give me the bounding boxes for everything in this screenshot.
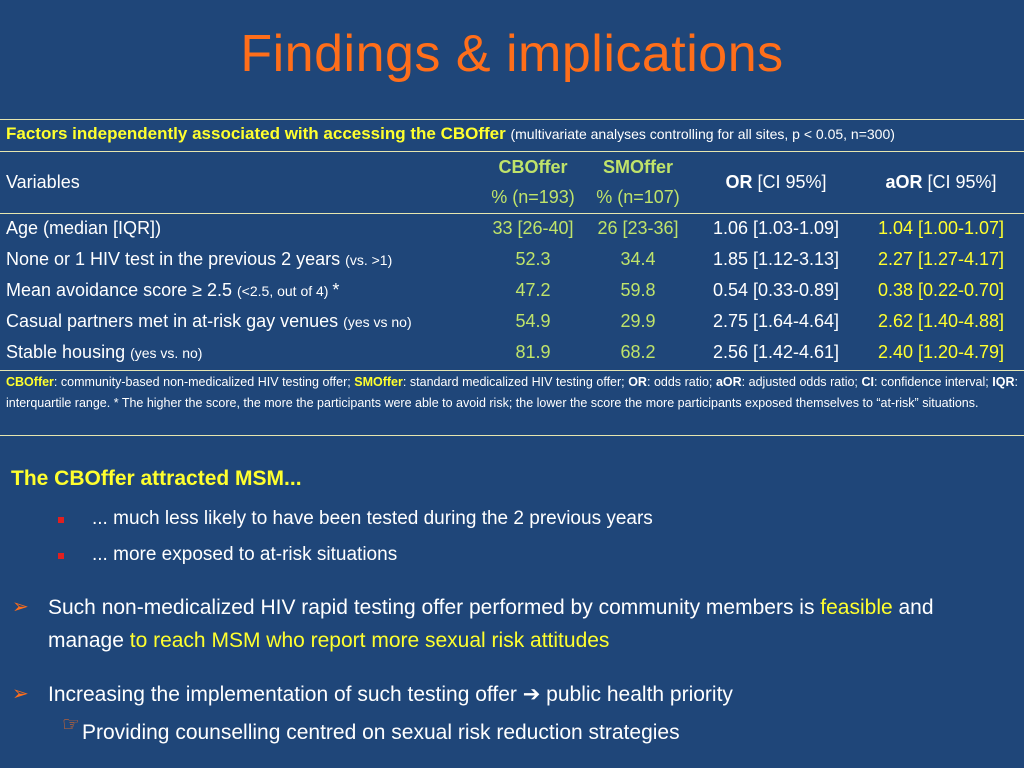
table-row: Age (median [IQR]) 33 [26-40] 26 [23-36]…	[0, 214, 1024, 245]
arrow-bullet: ➢ Such non-medicalized HIV rapid testing…	[12, 591, 1012, 657]
hand-bullet-text: Providing counselling centred on sexual …	[81, 721, 680, 744]
right-arrow-icon: ➔	[522, 683, 541, 706]
bullet-text: Increasing the implementation of such te…	[48, 683, 733, 706]
row-aor: 2.40 [1.20-4.79]	[877, 342, 1005, 362]
sub-bullet-text: ... much less likely to have been tested…	[92, 508, 653, 529]
row-smoffer: 26 [23-36]	[597, 218, 679, 238]
square-bullet-icon	[58, 553, 64, 559]
row-aor: 2.27 [1.27-4.17]	[877, 249, 1005, 269]
header-or-bold: OR	[725, 172, 753, 192]
footnote-rule	[0, 435, 1024, 436]
hand-sub-bullet: ☞Providing counselling centred on sexual…	[62, 714, 680, 745]
row-variable: None or 1 HIV test in the previous 2 yea…	[6, 249, 393, 269]
header-variables: Variables	[6, 172, 80, 192]
row-cboffer: 81.9	[515, 342, 551, 362]
caption-bold: Factors independently associated with ac…	[6, 124, 506, 143]
header-smoffer-n: % (n=107)	[596, 187, 680, 207]
square-bullet-icon	[58, 517, 64, 523]
row-smoffer: 34.4	[620, 249, 656, 269]
table-row: None or 1 HIV test in the previous 2 yea…	[0, 245, 1024, 276]
rows-rule	[0, 370, 1024, 371]
header-aor-rest: [CI 95%]	[922, 172, 997, 192]
row-aor: 1.04 [1.00-1.07]	[877, 218, 1005, 238]
sub-bullet-text: ... more exposed to at-risk situations	[92, 544, 398, 565]
header-cboffer: CBOffer % (n=193)	[478, 152, 588, 212]
row-or: 0.54 [0.33-0.89]	[712, 280, 840, 300]
caption-note: (multivariate analyses controlling for a…	[510, 126, 895, 142]
row-cboffer: 33 [26-40]	[492, 218, 574, 238]
bullet-text: Such non-medicalized HIV rapid testing o…	[48, 596, 934, 652]
row-or: 1.85 [1.12-3.13]	[712, 249, 840, 269]
row-variable: Mean avoidance score ≥ 2.5 (<2.5, out of…	[6, 280, 340, 300]
header-aor: aOR [CI 95%]	[862, 172, 1020, 193]
row-cboffer: 47.2	[515, 280, 551, 300]
arrow-bullet: ➢ Increasing the implementation of such …	[12, 678, 1012, 711]
row-variable: Stable housing (yes vs. no)	[6, 342, 203, 362]
table-header: Variables CBOffer % (n=193) SMOffer % (n…	[0, 152, 1024, 212]
header-aor-bold: aOR	[885, 172, 923, 192]
header-rule	[0, 213, 1024, 214]
table-footnote: CBOffer: community-based non-medicalized…	[6, 375, 1018, 410]
row-cboffer: 52.3	[515, 249, 551, 269]
row-or: 1.06 [1.03-1.09]	[712, 218, 840, 238]
pointing-hand-icon: ☞	[62, 714, 80, 736]
row-smoffer: 68.2	[620, 342, 656, 362]
row-or: 2.75 [1.64-4.64]	[712, 311, 840, 331]
table-row: Mean avoidance score ≥ 2.5 (<2.5, out of…	[0, 276, 1024, 307]
arrow-bullet-icon: ➢	[12, 683, 29, 705]
arrow-bullet-icon: ➢	[12, 596, 29, 618]
section-title: The CBOffer attracted MSM...	[11, 467, 302, 490]
table-caption: Factors independently associated with ac…	[6, 124, 1021, 144]
row-or: 2.56 [1.42-4.61]	[712, 342, 840, 362]
row-cboffer: 54.9	[515, 311, 551, 331]
row-smoffer: 29.9	[620, 311, 656, 331]
header-smoffer-label: SMOffer	[602, 157, 673, 177]
table-top-rule	[0, 119, 1024, 120]
header-or-rest: [CI 95%]	[752, 172, 827, 192]
header-cboffer-label: CBOffer	[498, 157, 568, 177]
slide-title: Findings & implications	[240, 25, 784, 83]
row-aor: 0.38 [0.22-0.70]	[877, 280, 1005, 300]
table-row: Casual partners met in at-risk gay venue…	[0, 307, 1024, 338]
caption-rule	[0, 151, 1024, 152]
header-or: OR [CI 95%]	[692, 172, 860, 193]
header-smoffer: SMOffer % (n=107)	[588, 152, 688, 212]
row-variable: Casual partners met in at-risk gay venue…	[6, 311, 412, 331]
header-cboffer-n: % (n=193)	[491, 187, 575, 207]
row-aor: 2.62 [1.40-4.88]	[877, 311, 1005, 331]
row-variable: Age (median [IQR])	[6, 218, 162, 238]
row-smoffer: 59.8	[620, 280, 656, 300]
table-row: Stable housing (yes vs. no) 81.9 68.2 2.…	[0, 338, 1024, 369]
